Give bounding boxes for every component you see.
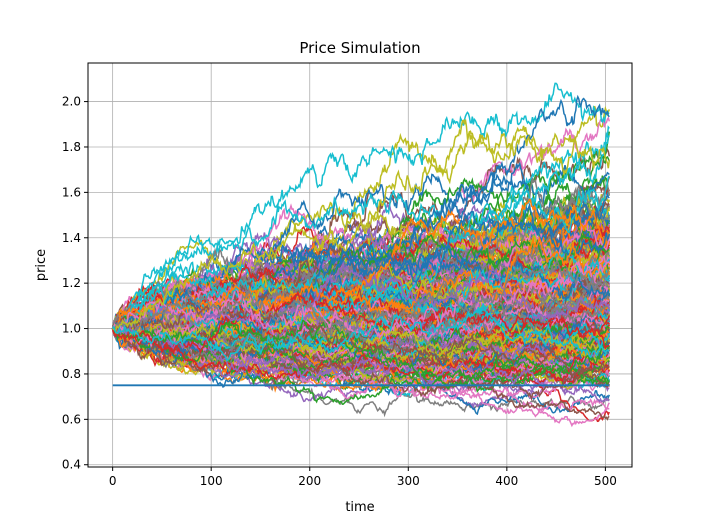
simulated-path <box>112 321 610 403</box>
simulated-path <box>112 119 611 335</box>
simulated-path <box>111 260 611 336</box>
y-axis-ticks: 0.4 0.6 0.8 1.0 1.2 1.4 1.6 1.8 2.0 <box>62 95 88 472</box>
simulated-path <box>111 82 610 329</box>
x-tick-label: 0 <box>109 474 117 488</box>
y-tick-label: 0.6 <box>62 412 81 426</box>
y-tick-label: 1.8 <box>62 140 81 154</box>
y-tick-label: 0.4 <box>62 458 81 472</box>
x-tick-label: 500 <box>594 474 617 488</box>
simulated-path <box>112 125 610 331</box>
y-tick-label: 1.4 <box>62 231 81 245</box>
y-tick-label: 0.8 <box>62 367 81 381</box>
simulated-path <box>112 175 610 333</box>
simulated-path <box>112 315 610 370</box>
y-axis-label: price <box>34 249 49 281</box>
y-tick-label: 1.6 <box>62 185 81 199</box>
simulated-path <box>111 319 610 391</box>
x-tick-label: 400 <box>495 474 518 488</box>
plot-frame <box>87 62 633 468</box>
x-tick-label: 100 <box>200 474 223 488</box>
y-tick-label: 2.0 <box>62 95 81 109</box>
x-tick-label: 200 <box>298 474 321 488</box>
x-axis-ticks: 0 100 200 300 400 500 <box>109 467 617 488</box>
y-tick-label: 1.0 <box>62 322 81 336</box>
simulated-path <box>112 259 610 336</box>
simulated-path <box>111 303 610 363</box>
chart-title: Price Simulation <box>299 39 420 57</box>
y-tick-label: 1.2 <box>62 276 81 290</box>
simulated-path <box>112 300 610 378</box>
x-tick-label: 300 <box>397 474 420 488</box>
x-axis-label: time <box>345 500 374 515</box>
simulated-path <box>111 321 610 379</box>
simulated-paths <box>111 82 611 428</box>
simulated-path <box>111 290 610 356</box>
simulated-path <box>111 326 610 421</box>
